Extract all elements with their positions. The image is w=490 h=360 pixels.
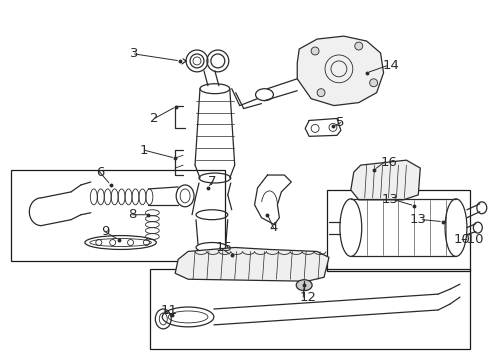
Ellipse shape	[317, 89, 325, 96]
Polygon shape	[297, 36, 384, 105]
Text: 7: 7	[208, 175, 217, 189]
Text: 13: 13	[409, 213, 426, 226]
Ellipse shape	[311, 47, 319, 55]
Polygon shape	[175, 247, 329, 281]
Text: 3: 3	[130, 48, 139, 60]
Text: 10: 10	[454, 233, 471, 246]
Text: 6: 6	[96, 166, 104, 179]
Text: 15: 15	[216, 241, 233, 254]
Text: 4: 4	[270, 221, 278, 234]
Text: 8: 8	[128, 208, 137, 221]
Polygon shape	[351, 160, 420, 200]
Ellipse shape	[296, 280, 312, 291]
Bar	[11, 170, 225, 261]
Text: 12: 12	[299, 291, 316, 303]
Ellipse shape	[369, 79, 378, 87]
Text: –10: –10	[460, 233, 484, 246]
Text: 1: 1	[140, 144, 148, 157]
Text: 13: 13	[381, 193, 398, 206]
Text: 16: 16	[381, 156, 397, 168]
Text: 2: 2	[150, 112, 158, 125]
Bar	[327, 190, 470, 271]
Text: 14: 14	[383, 59, 399, 72]
Text: 5: 5	[336, 116, 345, 129]
Text: 9: 9	[101, 225, 109, 238]
Bar	[150, 269, 470, 349]
Text: 11: 11	[160, 305, 177, 318]
Ellipse shape	[355, 42, 363, 50]
